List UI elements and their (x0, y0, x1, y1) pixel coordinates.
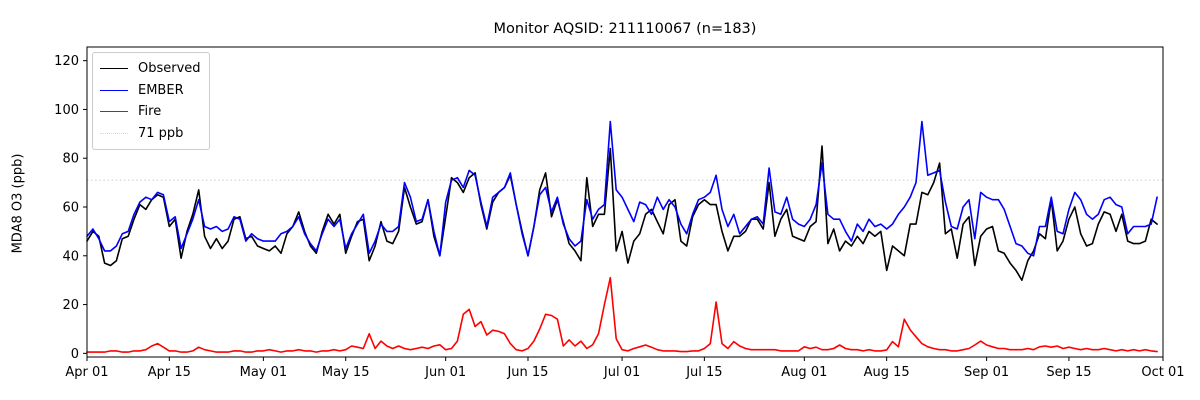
x-tick-label: Oct 01 (1141, 365, 1184, 380)
x-tick-label: Jun 01 (424, 365, 466, 380)
y-tick-label: 80 (62, 152, 79, 167)
plot-border (86, 46, 1164, 358)
legend-line-swatch (100, 68, 128, 70)
legend-item-ember: EMBER (100, 80, 201, 102)
legend-label: Observed (138, 61, 201, 77)
legend-line-swatch (100, 89, 128, 91)
chart-title: Monitor AQSID: 211110067 (n=183) (493, 21, 757, 37)
x-tick-label: Apr 15 (148, 365, 191, 380)
x-tick-label: Jul 15 (685, 365, 722, 380)
y-axis-label: MDA8 O3 (ppb) (10, 153, 26, 254)
x-tick-label: Apr 01 (65, 365, 108, 380)
legend-label: Fire (138, 104, 162, 120)
y-tick-label: 0 (71, 347, 79, 362)
y-tick-label: 40 (62, 249, 79, 264)
x-tick-label: Sep 15 (1046, 365, 1091, 380)
legend-line-swatch (100, 111, 128, 113)
series-line-observed (86, 145, 1158, 282)
y-tick-label: 100 (54, 103, 79, 118)
series-line-fire (86, 276, 1158, 353)
y-tick-label: 20 (62, 298, 79, 313)
legend: Observed EMBER Fire 71 ppb (92, 52, 210, 150)
x-tick-label: Aug 01 (781, 365, 827, 380)
legend-item-71-ppb: 71 ppb (100, 123, 201, 145)
legend-label: 71 ppb (138, 125, 184, 141)
y-tick-label: 120 (54, 54, 79, 69)
legend-label: EMBER (138, 82, 184, 98)
x-tick-label: Aug 15 (864, 365, 910, 380)
y-tick-label: 60 (62, 201, 79, 216)
legend-item-fire: Fire (100, 101, 201, 123)
x-tick-label: Sep 01 (964, 365, 1009, 380)
x-tick-label: May 01 (240, 365, 288, 380)
legend-line-swatch (100, 132, 128, 134)
x-tick-label: May 15 (322, 365, 370, 380)
x-tick-label: Jun 15 (506, 365, 548, 380)
legend-item-observed: Observed (100, 58, 201, 80)
x-tick-label: Jul 01 (603, 365, 640, 380)
series-line-ember (86, 120, 1158, 257)
